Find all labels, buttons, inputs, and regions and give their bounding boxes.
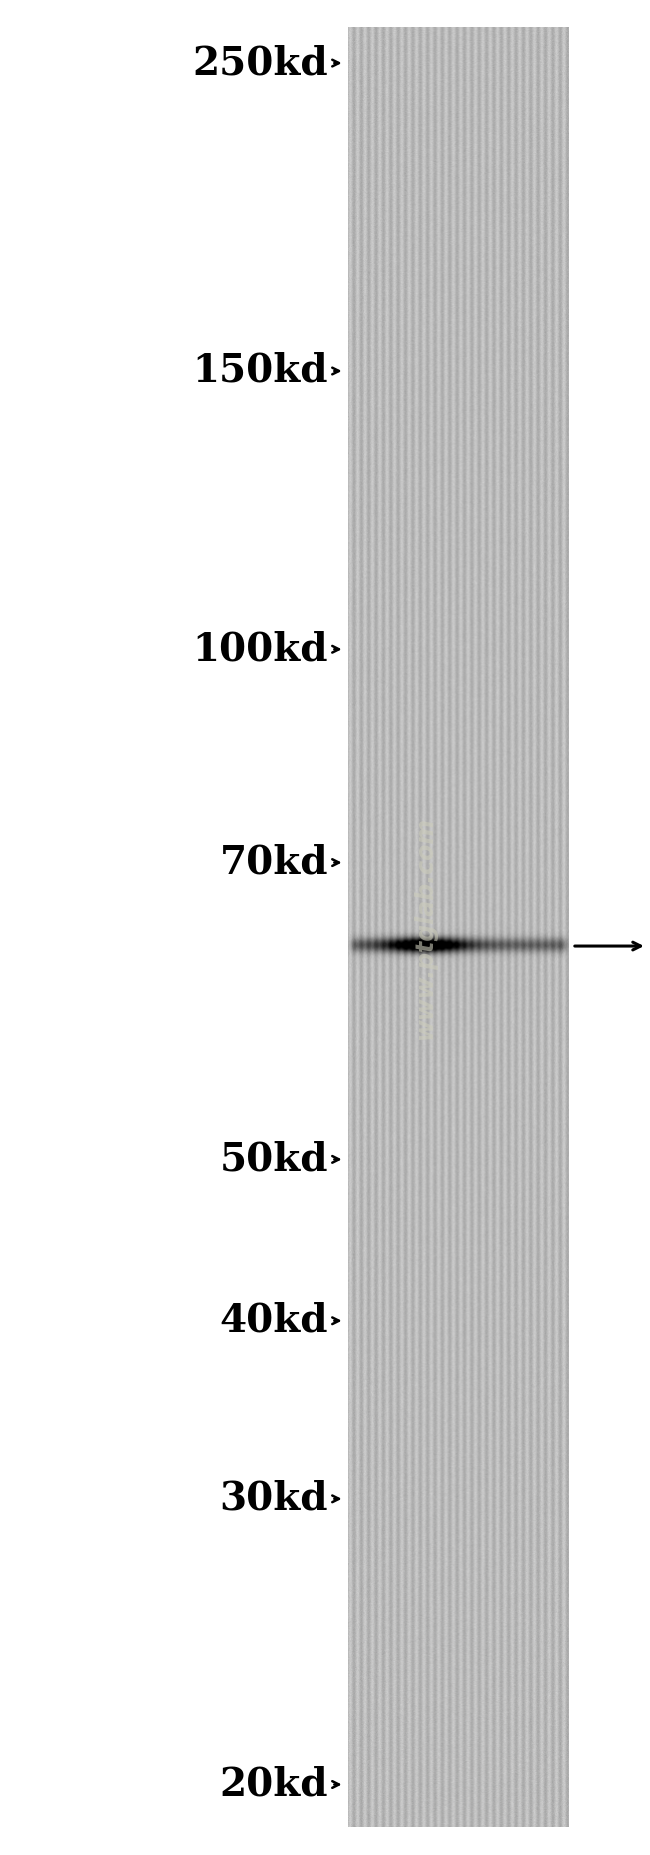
Text: 100kd: 100kd xyxy=(193,631,328,668)
Text: 30kd: 30kd xyxy=(220,1480,328,1517)
Text: 20kd: 20kd xyxy=(220,1766,328,1803)
Text: 250kd: 250kd xyxy=(192,45,328,82)
Text: www.ptglab.com: www.ptglab.com xyxy=(413,816,437,1039)
Text: 40kd: 40kd xyxy=(220,1302,328,1339)
Text: 70kd: 70kd xyxy=(220,844,328,881)
Text: 50kd: 50kd xyxy=(220,1141,328,1178)
Text: 150kd: 150kd xyxy=(193,352,328,390)
